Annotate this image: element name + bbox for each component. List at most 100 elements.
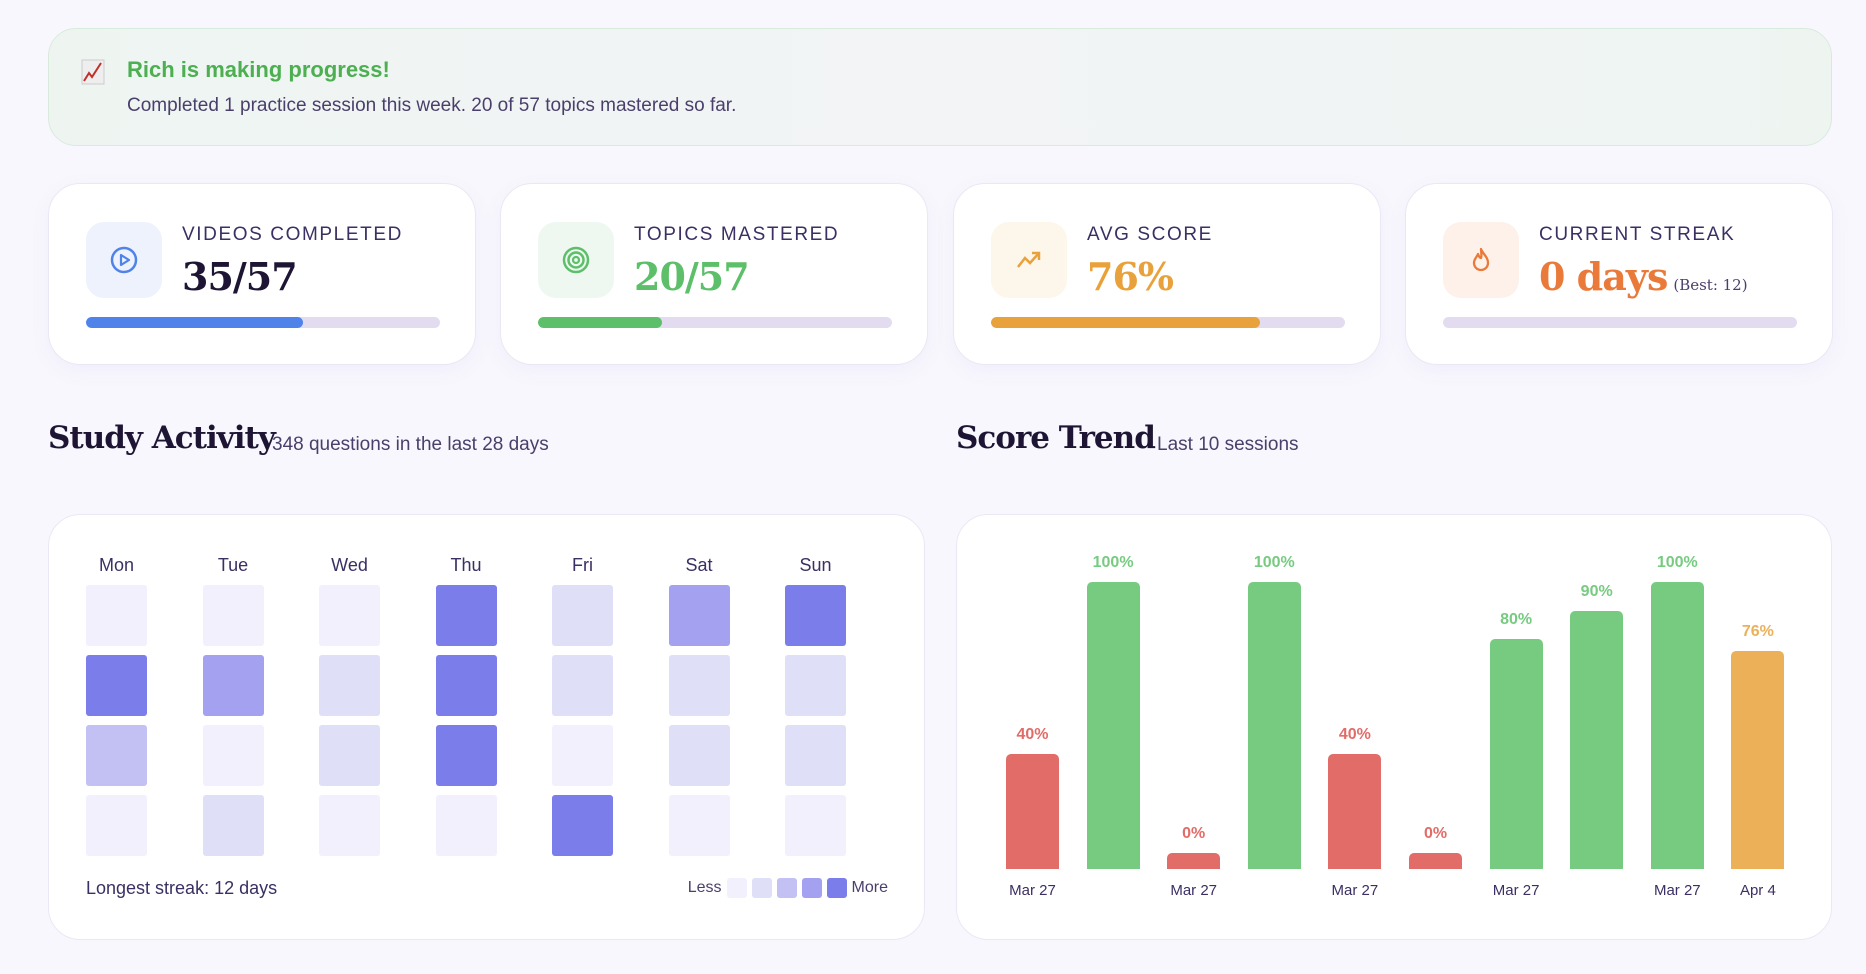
heatmap-cell[interactable]: [552, 655, 613, 716]
day-label: Tue: [217, 555, 249, 575]
heatmap-cell[interactable]: [202, 585, 264, 646]
progress-fill: [86, 317, 304, 328]
heatmap-cell[interactable]: [319, 725, 380, 786]
x-tick-label: Apr 4: [1739, 882, 1776, 899]
heatmap-cell[interactable]: [435, 795, 497, 856]
heatmap-cell[interactable]: [552, 725, 613, 786]
heatmap-cell[interactable]: [435, 585, 497, 646]
day-label: Sun: [799, 555, 832, 575]
heatmap-cell[interactable]: [668, 725, 730, 786]
bar-value-label: 40%: [1338, 726, 1371, 744]
score-bar[interactable]: [1731, 650, 1785, 869]
legend-more: More: [851, 879, 888, 896]
legend-less: Less: [687, 879, 722, 896]
progress-bar: [1443, 317, 1797, 328]
score-bar[interactable]: [1167, 853, 1221, 869]
heatmap-cell[interactable]: [552, 795, 613, 856]
day-label: Mon: [98, 555, 134, 575]
bar-value-label: 90%: [1580, 582, 1613, 600]
x-tick-label: Mar 27: [1492, 882, 1540, 899]
day-label: Thu: [450, 555, 482, 575]
heatmap-cell[interactable]: [785, 585, 846, 646]
flame-icon: [1443, 222, 1519, 298]
score-bar[interactable]: [1489, 639, 1543, 869]
banner-title: Rich is making progress!: [127, 57, 390, 82]
progress-banner: Rich is making progress! Completed 1 pra…: [48, 28, 1832, 146]
bar-value-label: 100%: [1253, 554, 1295, 571]
legend-swatch: [726, 878, 747, 898]
activity-heatmap-panel: Longest streak: 12 days Less More Mon Tue…: [48, 514, 925, 940]
score-trend-chart: 40% Mar 27 100% 0% Mar 27 100% 40% Mar 27 0% 80% M…: [956, 514, 1832, 940]
heatmap-cell[interactable]: [86, 585, 147, 646]
score-bar[interactable]: [1086, 582, 1140, 869]
heatmap-cell[interactable]: [319, 795, 380, 856]
score-bar[interactable]: [1006, 754, 1059, 869]
progress-fill: [991, 317, 1261, 328]
bar-value-label: 40%: [1016, 726, 1049, 744]
stat-card-videos-completed: VIDEOS COMPLETED 35/57: [48, 183, 476, 365]
day-label: Wed: [331, 555, 368, 575]
stat-card-current-streak: CURRENT STREAK 0 days (Best: 12): [1405, 183, 1833, 365]
heatmap-legend: Less More: [688, 878, 888, 898]
bar-value-label: 80%: [1500, 611, 1533, 629]
bar-value-label: 100%: [1092, 554, 1134, 571]
x-tick-label: Mar 27: [1170, 882, 1218, 899]
heatmap-cell[interactable]: [202, 795, 264, 856]
heatmap-cell[interactable]: [668, 585, 730, 646]
stat-value: 0 days (Best: 12): [1539, 254, 1748, 299]
progress-bar: [538, 317, 892, 328]
heatmap-cell[interactable]: [668, 655, 730, 716]
bar-value-label: 100%: [1656, 554, 1698, 571]
target-icon: [538, 222, 614, 298]
stat-value-text: 35/57: [182, 254, 298, 299]
trending-up-icon: [991, 222, 1067, 298]
progress-fill: [538, 317, 663, 328]
x-tick-label: Mar 27: [1331, 882, 1379, 899]
heatmap-cell[interactable]: [785, 655, 846, 716]
heatmap-cell[interactable]: [319, 585, 380, 646]
progress-bar: [991, 317, 1345, 328]
heatmap-cell[interactable]: [202, 655, 264, 716]
play-circle-icon: [86, 222, 162, 298]
legend-swatch: [776, 878, 797, 898]
stat-value-text: 0 days: [1539, 254, 1668, 299]
heatmap-cell[interactable]: [435, 725, 497, 786]
heatmap-cell[interactable]: [202, 725, 264, 786]
longest-streak: Longest streak: 12 days: [86, 878, 278, 898]
bar-value-label: 0%: [1182, 825, 1206, 842]
best-streak: (Best: 12): [1673, 276, 1748, 294]
day-label: Fri: [572, 555, 593, 575]
progress-bar: [86, 317, 440, 328]
trend-title: Score Trend: [956, 420, 1156, 456]
legend-swatch: [826, 878, 847, 898]
heatmap-cell[interactable]: [319, 655, 380, 716]
stat-value-text: 20/57: [634, 254, 750, 299]
heatmap-cell[interactable]: [86, 795, 147, 856]
stat-label: CURRENT STREAK: [1539, 224, 1736, 245]
stat-card-topics-mastered: TOPICS MASTERED 20/57: [500, 183, 928, 365]
heatmap-cell[interactable]: [785, 725, 846, 786]
score-bar[interactable]: [1247, 582, 1301, 869]
heatmap-cell[interactable]: [785, 795, 846, 856]
stat-value: 35/57: [182, 254, 298, 299]
day-label: Sat: [685, 555, 713, 575]
heatmap-cell[interactable]: [86, 725, 147, 786]
activity-title: Study Activity: [48, 420, 276, 456]
stat-label: VIDEOS COMPLETED: [182, 224, 403, 245]
score-bar[interactable]: [1328, 754, 1382, 869]
legend-swatch: [801, 878, 822, 898]
bar-value-label: 76%: [1741, 622, 1774, 640]
heatmap-cell[interactable]: [435, 655, 497, 716]
x-tick-label: Mar 27: [1009, 882, 1056, 899]
heatmap-cell[interactable]: [668, 795, 730, 856]
stat-card-avg-score: AVG SCORE 76%: [953, 183, 1381, 365]
score-bar[interactable]: [1409, 853, 1462, 869]
score-bar[interactable]: [1650, 582, 1704, 869]
heatmap-cell[interactable]: [86, 655, 147, 716]
score-bar[interactable]: [1570, 610, 1624, 869]
stat-value: 20/57: [634, 254, 750, 299]
trend-subtitle: Last 10 sessions: [1157, 434, 1299, 455]
heatmap-cell[interactable]: [552, 585, 613, 646]
stat-label: TOPICS MASTERED: [634, 224, 840, 245]
activity-subtitle: 348 questions in the last 28 days: [272, 434, 549, 455]
